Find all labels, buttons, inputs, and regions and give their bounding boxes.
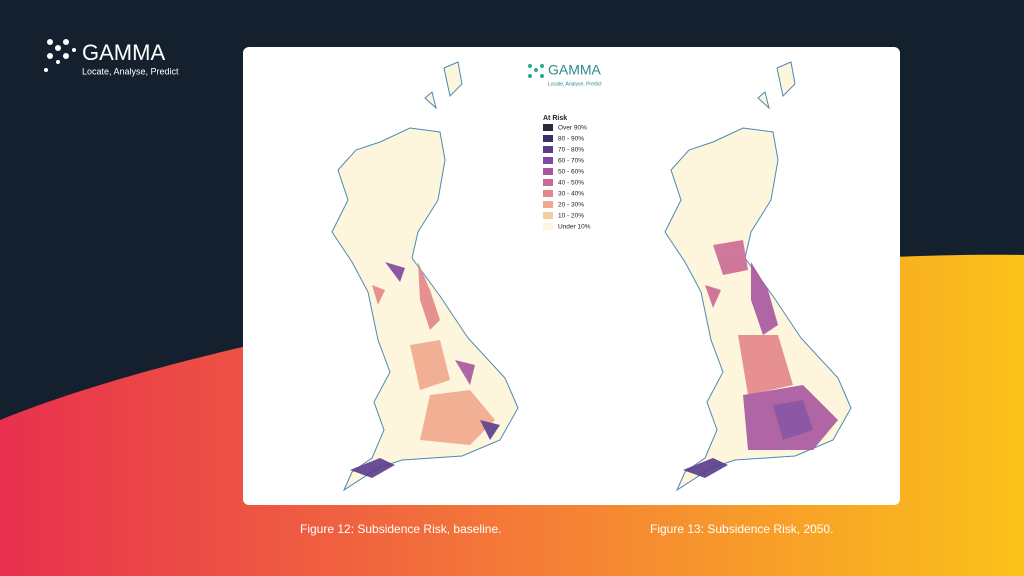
legend-swatch <box>543 135 553 142</box>
legend-swatch <box>543 157 553 164</box>
legend-label: 60 - 70% <box>558 158 584 165</box>
panel-logo-tagline: Locate, Analyse, Predict <box>548 81 602 87</box>
map-2050 <box>664 61 852 491</box>
legend-swatch <box>543 179 553 186</box>
legend-label: Under 10% <box>558 224 591 231</box>
legend-swatch <box>543 168 553 175</box>
logo-mark <box>44 39 76 72</box>
legend-swatch <box>543 223 553 230</box>
legend-title: At Risk <box>543 115 567 122</box>
legend-label: 20 - 30% <box>558 202 584 209</box>
legend-label: Over 90% <box>558 125 587 132</box>
legend-label: 50 - 60% <box>558 169 584 176</box>
legend-swatch <box>543 201 553 208</box>
panel-logo-mark <box>528 64 544 78</box>
legend-swatch <box>543 190 553 197</box>
legend-swatch <box>543 124 553 131</box>
map-baseline <box>331 61 519 491</box>
legend: Over 90% 80 - 90% 70 - 80% 60 - 70% 50 - 60%… <box>543 124 591 231</box>
legend-label: 70 - 80% <box>558 147 584 154</box>
caption: Figure 13: Subsidence Risk, 2050. <box>650 522 833 536</box>
legend-label: 30 - 40% <box>558 191 584 198</box>
legend-swatch <box>543 212 553 219</box>
logo-tagline: Locate, Analyse, Predict <box>82 66 179 76</box>
legend-label: 10 - 20% <box>558 213 584 220</box>
legend-label: 80 - 90% <box>558 136 584 143</box>
legend-swatch <box>543 146 553 153</box>
panel-logo-text: GAMMA <box>548 62 602 78</box>
caption: Figure 12: Subsidence Risk, baseline. <box>300 522 501 536</box>
logo-text: GAMMA <box>82 40 165 65</box>
legend-label: 40 - 50% <box>558 180 584 187</box>
